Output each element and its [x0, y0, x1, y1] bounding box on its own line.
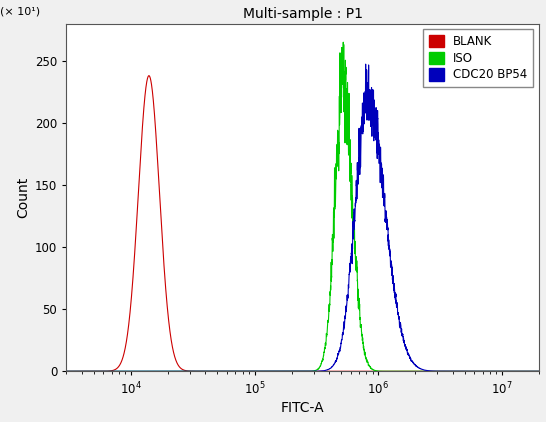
Y-axis label: Count: Count: [17, 177, 31, 218]
Text: (× 10¹): (× 10¹): [0, 7, 40, 16]
Legend: BLANK, ISO, CDC20 BP54: BLANK, ISO, CDC20 BP54: [424, 30, 533, 87]
X-axis label: FITC-A: FITC-A: [281, 401, 324, 415]
Title: Multi-sample : P1: Multi-sample : P1: [242, 7, 363, 21]
